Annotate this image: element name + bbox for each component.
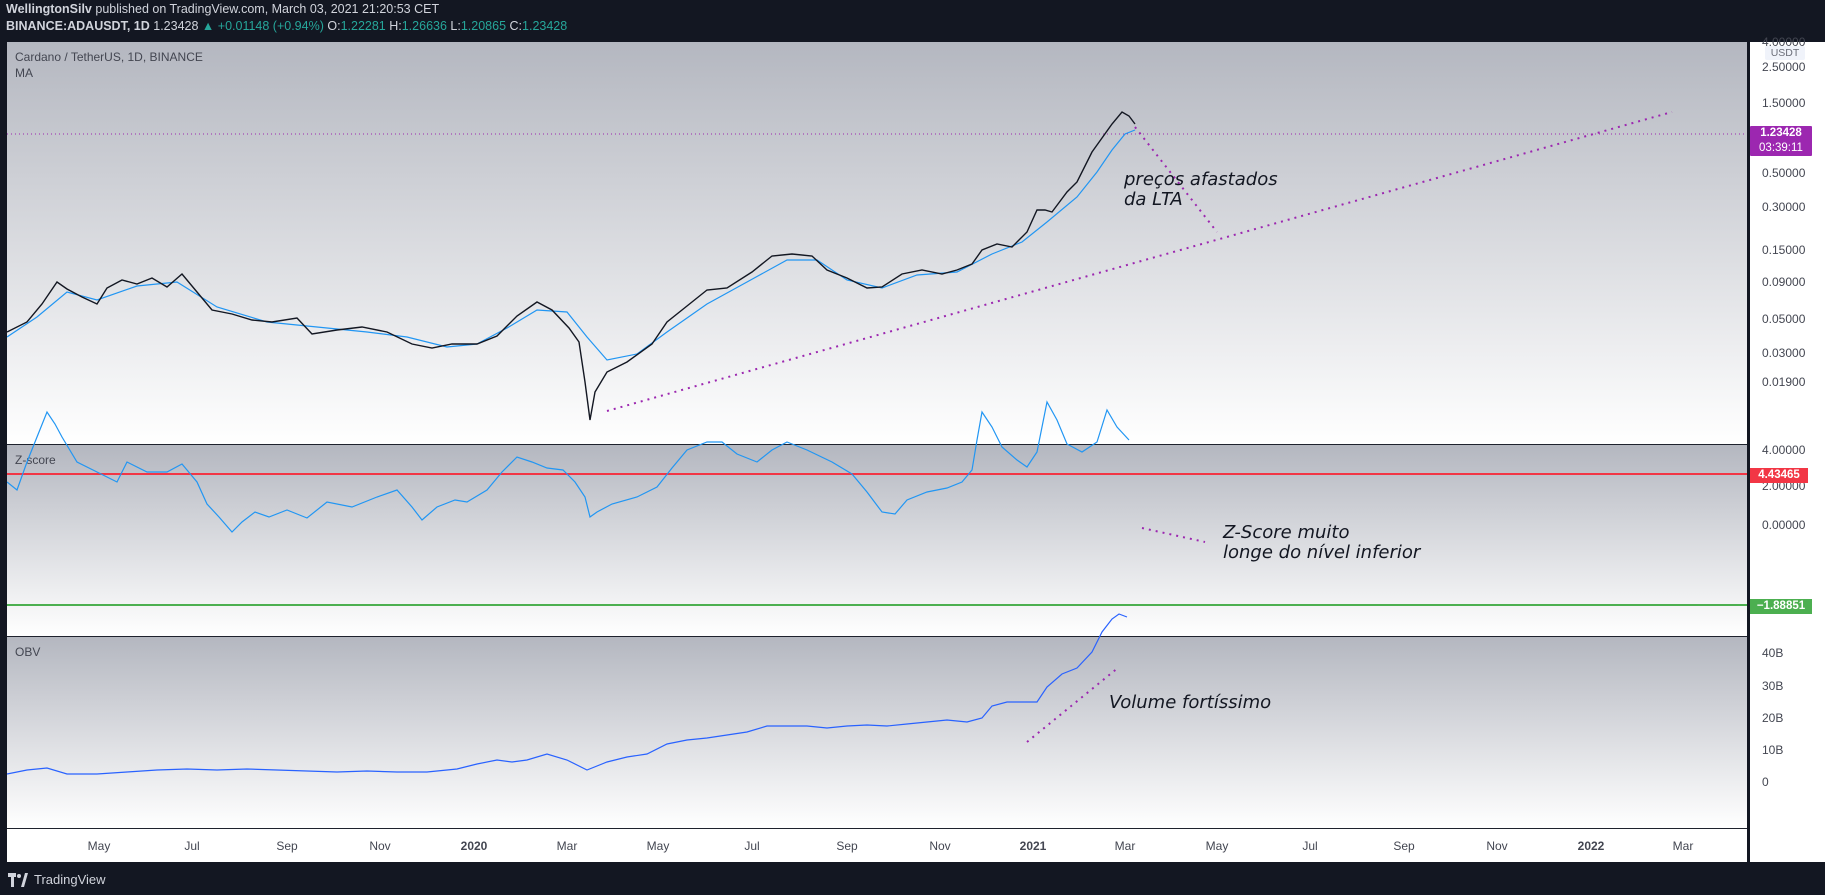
symbol-legend: BINANCE:ADAUSDT, 1D 1.23428 ▲ +0.01148 (… bbox=[6, 19, 567, 33]
high-label: H: bbox=[389, 19, 402, 33]
time-tick-label: Jul bbox=[1302, 839, 1318, 853]
price-tick-label: 0.30000 bbox=[1762, 200, 1806, 214]
publish-info: WellingtonSilv published on TradingView.… bbox=[6, 2, 439, 16]
tradingview-logo-icon bbox=[8, 873, 28, 887]
obv-pane[interactable]: OBV bbox=[7, 637, 1747, 828]
obv-tick-label: 20B bbox=[1762, 711, 1784, 725]
zscore-series bbox=[7, 400, 1130, 533]
trend-line-lta bbox=[606, 111, 1673, 412]
publish-text: published on TradingView.com, March 03, … bbox=[95, 2, 440, 16]
time-tick-label: May bbox=[1205, 839, 1229, 853]
obv-series bbox=[7, 613, 1128, 775]
zscore-annotation-line-2: longe do nível inferior bbox=[1223, 542, 1421, 563]
obv-tick-label: 10B bbox=[1762, 743, 1784, 757]
chart-area[interactable]: Cardano / TetherUS, 1D, BINANCE MA Z-sco… bbox=[7, 42, 1747, 862]
footer-bar: TradingView bbox=[0, 866, 1825, 895]
time-tick-label: Sep bbox=[836, 839, 858, 853]
countdown-timer: 03:39:11 bbox=[1759, 142, 1803, 154]
price-tick-label: 1.50000 bbox=[1762, 96, 1806, 110]
obv-tick-label: 0 bbox=[1762, 775, 1769, 789]
time-tick-label: Mar bbox=[1114, 839, 1136, 853]
ma-indicator-label[interactable]: MA bbox=[15, 66, 33, 80]
obv-annotation[interactable]: Volume fortíssimo bbox=[1109, 692, 1272, 713]
time-tick-label: Sep bbox=[1393, 839, 1415, 853]
obv-tick-label: 40B bbox=[1762, 646, 1784, 660]
time-tick-label: Nov bbox=[1486, 839, 1508, 853]
price-tick-label: 0.50000 bbox=[1762, 166, 1806, 180]
price-tick-label: 0.03000 bbox=[1762, 346, 1806, 360]
zscore-pane-title[interactable]: Z-score bbox=[15, 453, 56, 467]
price-tick-label: 0.15000 bbox=[1762, 243, 1806, 257]
moving-average-line bbox=[7, 129, 1136, 361]
time-tick-label: Jul bbox=[184, 839, 200, 853]
currency-label[interactable]: USDT bbox=[1765, 46, 1805, 60]
current-price-badge: 1.23428 03:39:11 bbox=[1750, 126, 1812, 156]
zscore-distance-line bbox=[1141, 527, 1206, 543]
high-value: 1.26636 bbox=[401, 19, 447, 33]
price-pane[interactable]: Cardano / TetherUS, 1D, BINANCE MA bbox=[7, 42, 1747, 444]
time-tick-label: Nov bbox=[929, 839, 951, 853]
close-label: C: bbox=[509, 19, 523, 33]
footer-brand[interactable]: TradingView bbox=[34, 872, 106, 887]
time-tick-label: Jul bbox=[744, 839, 760, 853]
price-tick-label: 0.05000 bbox=[1762, 312, 1806, 326]
obv-trend-line bbox=[1026, 666, 1120, 743]
time-tick-label: Mar bbox=[556, 839, 578, 853]
time-axis[interactable] bbox=[7, 829, 1747, 862]
lower-level-badge: −1.88851 bbox=[1750, 599, 1812, 614]
zscore-annotation[interactable]: Z-Score muito longe do nível inferior bbox=[1223, 523, 1420, 563]
price-change: ▲ +0.01148 (+0.94%) bbox=[201, 19, 324, 33]
time-tick-label: 2021 bbox=[1019, 839, 1047, 853]
open-value: 1.22281 bbox=[340, 19, 386, 33]
price-series bbox=[7, 111, 1136, 421]
price-annotation-line-1: preços afastados bbox=[1124, 169, 1278, 190]
author-name[interactable]: WellingtonSilv bbox=[6, 2, 92, 16]
price-tick-label: 0.01900 bbox=[1762, 375, 1806, 389]
obv-pane-title[interactable]: OBV bbox=[15, 645, 41, 659]
current-price-value: 1.23428 bbox=[1760, 127, 1802, 139]
zscore-tick-label: 4.00000 bbox=[1762, 443, 1806, 457]
zscore-tick-label: 0.00000 bbox=[1762, 518, 1806, 532]
obv-tick-label: 30B bbox=[1762, 679, 1784, 693]
low-value: 1.20865 bbox=[460, 19, 507, 33]
time-tick-label: 2020 bbox=[460, 839, 488, 853]
time-tick-label: 2022 bbox=[1577, 839, 1605, 853]
price-scale[interactable]: 4.000002.500001.500000.900000.500000.300… bbox=[1750, 35, 1825, 862]
zscore-annotation-line-1: Z-Score muito bbox=[1223, 522, 1350, 543]
time-tick-label: Mar bbox=[1672, 839, 1694, 853]
price-annotation[interactable]: preços afastados da LTA bbox=[1124, 170, 1278, 210]
last-price: 1.23428 bbox=[153, 19, 199, 33]
time-tick-label: Sep bbox=[276, 839, 298, 853]
close-value: 1.23428 bbox=[522, 19, 568, 33]
time-tick-label: May bbox=[87, 839, 111, 853]
price-tick-label: 2.50000 bbox=[1762, 60, 1806, 74]
time-tick-label: May bbox=[646, 839, 670, 853]
time-tick-label: Nov bbox=[369, 839, 391, 853]
open-label: O: bbox=[327, 19, 341, 33]
price-tick-label: 4.00000 bbox=[1762, 35, 1806, 49]
symbol-name[interactable]: BINANCE:ADAUSDT, 1D bbox=[6, 19, 150, 33]
price-pane-title: Cardano / TetherUS, 1D, BINANCE bbox=[15, 50, 203, 64]
upper-level-badge: 4.43465 bbox=[1750, 468, 1808, 483]
price-distance-line bbox=[1134, 126, 1218, 233]
price-annotation-line-2: da LTA bbox=[1124, 189, 1183, 210]
low-label: L: bbox=[450, 19, 461, 33]
chart-plot bbox=[7, 111, 1747, 775]
price-tick-label: 0.09000 bbox=[1762, 275, 1806, 289]
